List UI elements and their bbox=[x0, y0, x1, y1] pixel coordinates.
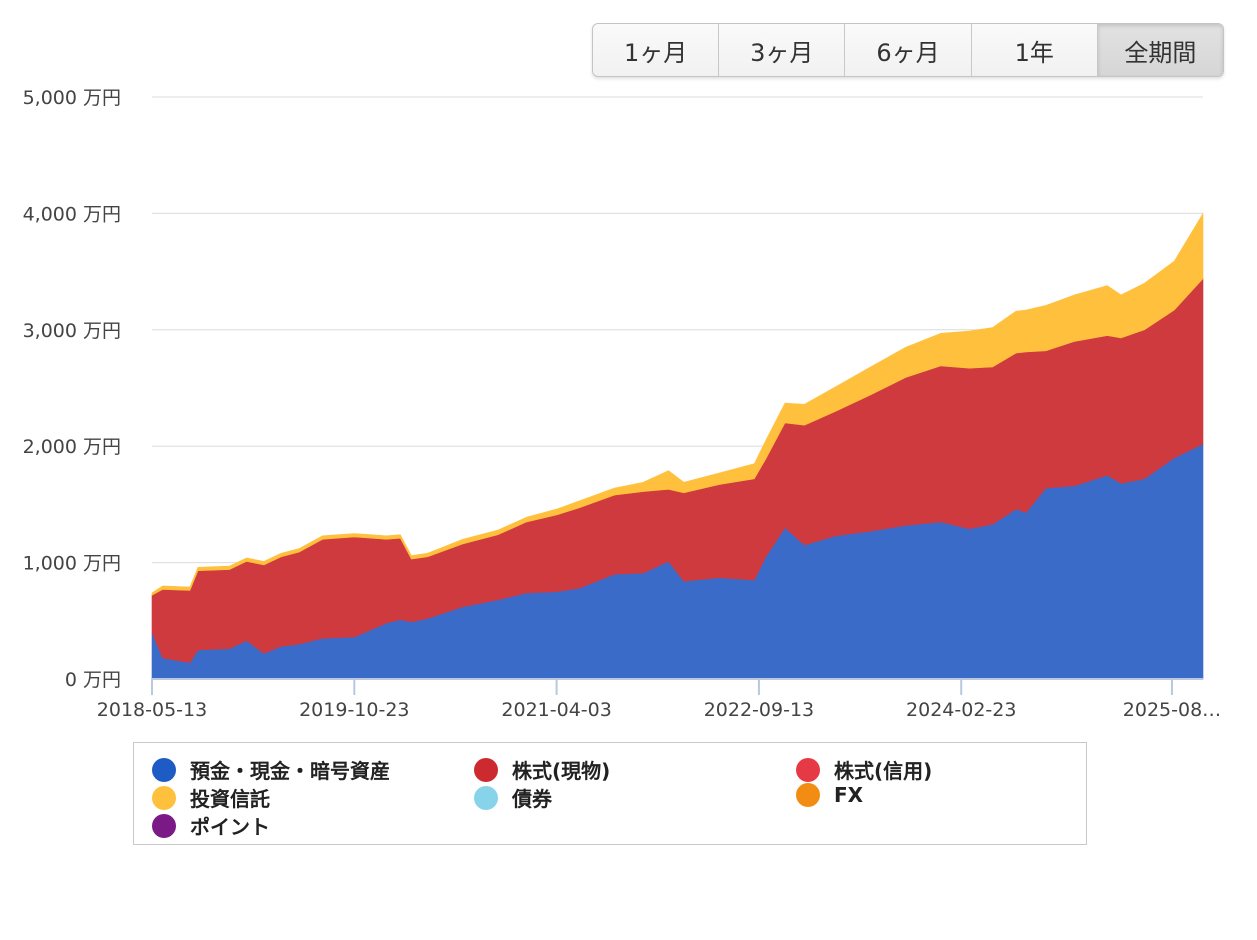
legend-item-investment-trust[interactable]: 投資信託 bbox=[152, 783, 270, 812]
x-tick-label: 2022-09-13 bbox=[704, 699, 814, 721]
legend-label: 債券 bbox=[512, 787, 552, 811]
y-tick-label: 1,000 万円 bbox=[23, 553, 121, 575]
range-button-1-month[interactable]: 1ヶ月 bbox=[593, 24, 720, 76]
legend-item-fx[interactable]: FX bbox=[796, 783, 863, 807]
legend-label: ポイント bbox=[190, 815, 270, 839]
legend-label: 投資信託 bbox=[190, 787, 270, 811]
legend-dot-icon bbox=[152, 785, 176, 810]
legend-dot-icon bbox=[474, 785, 498, 810]
legend-label: 株式(現物) bbox=[512, 759, 611, 783]
legend-item-bonds[interactable]: 債券 bbox=[474, 783, 552, 812]
legend-item-points[interactable]: ポイント bbox=[152, 811, 270, 840]
y-tick-label: 0 万円 bbox=[65, 669, 121, 691]
legend-label: FX bbox=[834, 783, 864, 807]
legend-dot-icon bbox=[474, 757, 498, 782]
legend-label: 株式(信用) bbox=[834, 759, 933, 783]
range-button-1-year[interactable]: 1年 bbox=[972, 24, 1098, 76]
range-button-all-period[interactable]: 全期間 bbox=[1097, 24, 1223, 76]
y-tick-label: 5,000 万円 bbox=[23, 87, 121, 109]
legend-dot-icon bbox=[796, 757, 820, 782]
x-tick-label: 2018-05-13 bbox=[97, 699, 207, 721]
legend-dot-icon bbox=[152, 813, 176, 838]
legend-item-stocks-spot[interactable]: 株式(現物) bbox=[474, 755, 610, 784]
y-tick-label: 4,000 万円 bbox=[23, 203, 121, 225]
legend-dot-icon bbox=[152, 757, 176, 782]
legend-label: 預金・現金・暗号資産 bbox=[190, 759, 390, 783]
axes: 0 万円 1,000 万円 2,000 万円 3,000 万円 4,000 万円 5,00… bbox=[23, 87, 1222, 721]
legend-item-stocks-margin[interactable]: 株式(信用) bbox=[796, 755, 932, 784]
legend-item-deposit-cash-crypto[interactable]: 預金・現金・暗号資産 bbox=[152, 755, 390, 784]
range-button-3-months[interactable]: 3ヶ月 bbox=[719, 24, 846, 76]
period-range-selector: 1ヶ月 3ヶ月 6ヶ月 1年 全期間 bbox=[592, 23, 1224, 77]
x-tick-label: 2021-04-03 bbox=[501, 699, 611, 721]
x-tick-label: 2024-02-23 bbox=[906, 699, 1016, 721]
legend-dot-icon bbox=[796, 783, 820, 807]
asset-stacked-area-chart: 0 万円 1,000 万円 2,000 万円 3,000 万円 4,000 万円 5,00… bbox=[23, 87, 1222, 721]
x-tick-label: 2019-10-23 bbox=[299, 699, 409, 721]
series-area bbox=[151, 212, 1204, 596]
x-tick-label: 2025-08… bbox=[1123, 699, 1221, 721]
chart-legend: 預金・現金・暗号資産 株式(現物) 株式(信用) 投資信託 債券 FX ポイント bbox=[133, 742, 1087, 845]
y-tick-label: 3,000 万円 bbox=[23, 320, 121, 342]
range-button-6-months[interactable]: 6ヶ月 bbox=[845, 24, 972, 76]
y-tick-label: 2,000 万円 bbox=[23, 436, 121, 458]
